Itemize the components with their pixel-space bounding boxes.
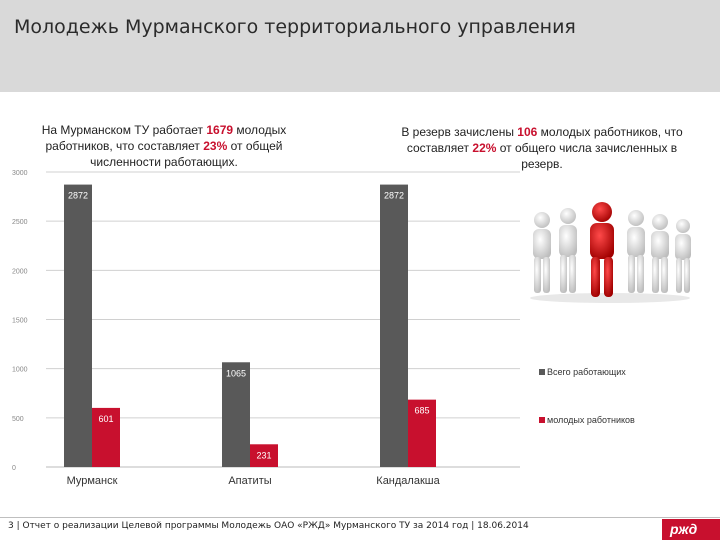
- logo-text: ржд: [670, 521, 698, 537]
- footer-text: 3 | Отчет о реализации Целевой программы…: [8, 521, 529, 531]
- title-bar: Молодежь Мурманского территориального уп…: [0, 0, 720, 92]
- reserve-percent: 22%: [472, 141, 497, 155]
- bar-total: [64, 184, 92, 467]
- reserve-count: 106: [517, 125, 538, 139]
- legend-swatch: [539, 369, 545, 375]
- category-label: Мурманск: [67, 475, 118, 487]
- bar-data-label: 2872: [68, 191, 88, 201]
- legend-label: Всего работающих: [547, 367, 626, 377]
- footer-divider: [0, 517, 720, 518]
- bar-total: [380, 184, 408, 467]
- y-tick-label: 2500: [12, 219, 28, 226]
- bar-data-label: 601: [98, 414, 113, 424]
- team-illustration: [530, 202, 691, 303]
- bar-data-label: 1065: [226, 368, 246, 378]
- left-text-part: На Мурманском ТУ работает: [41, 123, 207, 137]
- right-text-part: от общего числа зачисленных в резерв.: [496, 141, 678, 171]
- y-tick-label: 500: [12, 416, 24, 423]
- young-workers-percent: 23%: [203, 139, 228, 153]
- bar-total: [222, 362, 250, 467]
- right-summary-text: В резерв зачислены 106 молодых работнико…: [392, 124, 692, 172]
- legend-label: молодых работников: [547, 415, 635, 425]
- category-label: Апатиты: [228, 475, 271, 487]
- left-text-part: от общей численности работающих.: [90, 139, 283, 169]
- left-summary-text: На Мурманском ТУ работает 1679 молодых р…: [14, 122, 314, 170]
- y-tick-label: 2000: [12, 268, 28, 275]
- bar-data-label: 2872: [384, 191, 404, 201]
- y-tick-label: 1000: [12, 367, 28, 374]
- right-text-part: В резерв зачислены: [401, 125, 518, 139]
- left-text-part: молодых работников, что составляет: [45, 123, 287, 153]
- bar-young: [92, 407, 120, 467]
- bar-young: [250, 444, 278, 467]
- y-tick-label: 0: [12, 465, 16, 472]
- bar-data-label: 685: [414, 406, 429, 416]
- page-title: Молодежь Мурманского территориального уп…: [14, 16, 576, 38]
- bar-young: [408, 399, 436, 467]
- category-label: Кандалакша: [376, 475, 440, 487]
- y-tick-label: 3000: [12, 170, 28, 177]
- bar-data-label: 231: [256, 450, 271, 460]
- legend-swatch: [539, 417, 545, 423]
- bar-chart: 0 500 1000 1500 2000 2500 3000 2872 601 Мурманск 1…: [12, 170, 635, 487]
- right-text-part: молодых работников, что составляет: [406, 125, 683, 155]
- young-workers-count: 1679: [206, 123, 234, 137]
- rzd-logo: ржд: [662, 519, 720, 540]
- y-tick-label: 1500: [12, 318, 28, 325]
